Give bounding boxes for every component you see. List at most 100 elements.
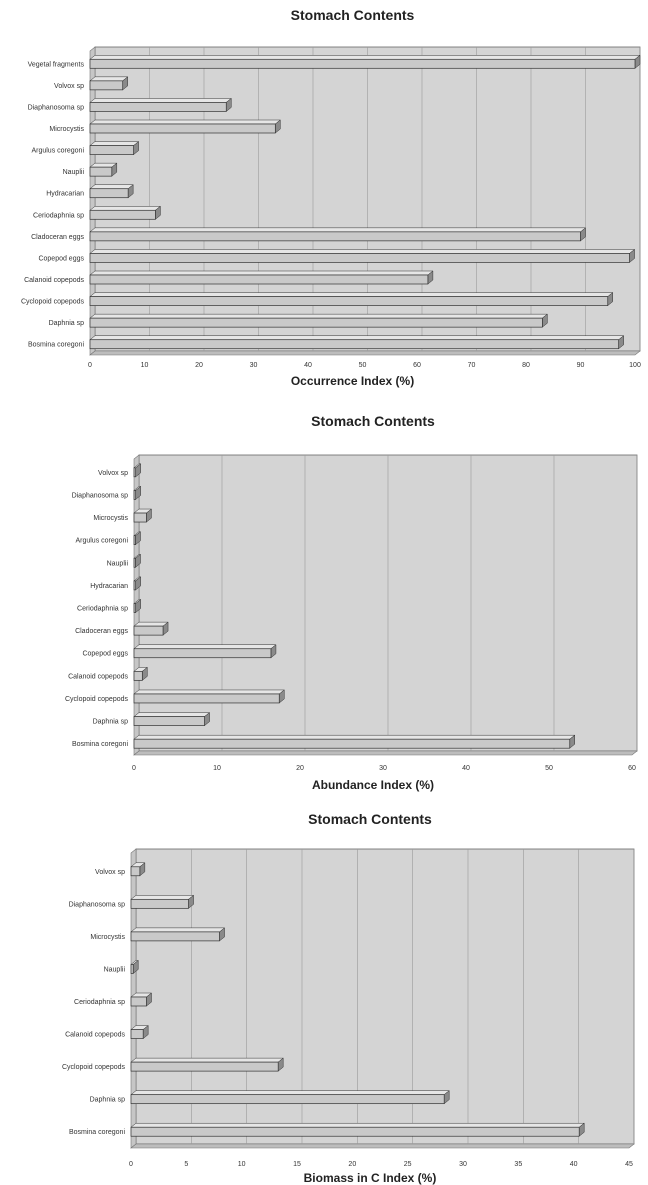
bar-front-face xyxy=(89,188,129,199)
chart-2: Stomach Contents 0 10 20 30 40 50 60 Abundance I… xyxy=(65,413,638,792)
bar-front-face xyxy=(130,964,134,974)
category-label: Copepod eggs xyxy=(82,651,128,658)
bar xyxy=(89,335,625,350)
bar xyxy=(89,54,641,69)
chart-3: Stomach Contents 0 5 10 15 20 25 30 35 40 45 Biomas… xyxy=(62,811,635,1185)
bar xyxy=(133,712,211,727)
bar-front-face xyxy=(130,1094,445,1105)
bar xyxy=(130,992,153,1007)
bar-front-face xyxy=(133,557,136,568)
bar-front-face xyxy=(130,866,141,877)
bar-top-face xyxy=(89,227,587,233)
bar-top-face xyxy=(89,313,549,319)
category-label: Nauplii xyxy=(107,560,129,567)
plot-left-wall xyxy=(89,46,96,356)
bar-top-face xyxy=(89,55,641,60)
x-tick-label: 0 xyxy=(129,1161,133,1168)
chart-title: Stomach Contents xyxy=(311,413,435,429)
x-axis-label: Abundance Index (%) xyxy=(312,778,434,792)
bar-front-face xyxy=(89,209,156,220)
bar xyxy=(133,485,142,500)
bar xyxy=(89,248,636,263)
bar xyxy=(130,894,195,909)
category-label: Cladoceran eggs xyxy=(75,628,128,635)
bar-front-face xyxy=(89,253,630,263)
chart-title: Stomach Contents xyxy=(308,811,432,827)
x-tick-label: 30 xyxy=(459,1161,467,1168)
category-label: Ceriodaphnia sp xyxy=(33,212,84,219)
bar xyxy=(133,734,576,749)
bar xyxy=(133,689,285,704)
bar-front-face xyxy=(130,996,147,1007)
bar-front-face xyxy=(89,145,134,155)
category-label: Microcystis xyxy=(49,126,84,133)
category-label: Bosmina coregoni xyxy=(72,741,128,748)
bar-front-face xyxy=(133,580,137,591)
bar xyxy=(130,1025,149,1040)
bar-front-face xyxy=(133,467,137,478)
bar-front-face xyxy=(89,102,227,112)
bar xyxy=(89,292,614,307)
bar xyxy=(89,97,232,112)
category-label: Cyclopoid copepods xyxy=(21,299,85,306)
bar xyxy=(89,141,140,156)
x-tick-label: 90 xyxy=(577,362,585,369)
bar-top-face xyxy=(89,141,140,146)
bar-top-face xyxy=(133,621,169,627)
bar xyxy=(133,621,169,636)
bar-top-face xyxy=(133,644,277,649)
bar-front-face xyxy=(133,625,164,636)
category-label: Volvox sp xyxy=(98,470,128,477)
bar xyxy=(133,598,142,614)
category-label: Bosmina coregoni xyxy=(28,342,84,349)
bar xyxy=(133,553,142,568)
bar-front-face xyxy=(130,1029,144,1039)
bar xyxy=(130,1122,585,1137)
bar xyxy=(133,576,142,591)
bar-front-face xyxy=(133,693,280,704)
bar-front-face xyxy=(130,898,189,909)
bar-front-face xyxy=(133,512,147,523)
bar-front-face xyxy=(133,670,143,681)
category-label: Nauplii xyxy=(104,966,126,973)
x-tick-label: 5 xyxy=(184,1161,188,1168)
bar-top-face xyxy=(133,712,211,717)
x-axis-label: Occurrence Index (%) xyxy=(291,374,414,388)
bar-front-face xyxy=(89,339,620,350)
bar-front-face xyxy=(89,231,581,242)
category-label: Bosmina coregoni xyxy=(69,1129,125,1136)
category-label: Ceriodaphnia sp xyxy=(77,606,128,613)
bar xyxy=(89,184,134,199)
x-tick-label: 0 xyxy=(132,765,136,772)
x-tick-label: 60 xyxy=(628,765,636,772)
bar-top-face xyxy=(130,1057,284,1063)
x-tick-label: 20 xyxy=(348,1161,356,1168)
bar-top-face xyxy=(89,98,232,103)
bar-front-face xyxy=(133,738,571,749)
category-label: Hydracarian xyxy=(46,191,84,198)
x-tick-label: 25 xyxy=(404,1161,412,1168)
x-tick-label: 15 xyxy=(293,1161,301,1168)
bar-top-face xyxy=(89,335,625,340)
x-tick-label: 40 xyxy=(304,362,312,369)
x-tick-label: 20 xyxy=(195,362,203,369)
bar xyxy=(133,666,149,681)
bar xyxy=(133,508,153,523)
x-tick-label: 20 xyxy=(296,765,304,772)
bar-front-face xyxy=(133,603,137,613)
category-label: Calanoid copepods xyxy=(24,277,84,284)
bar xyxy=(89,76,129,91)
x-tick-label: 40 xyxy=(462,765,470,772)
plot-floor xyxy=(130,1143,635,1149)
category-label: Hydracarian xyxy=(90,583,128,590)
bar xyxy=(133,644,277,659)
chart-title: Stomach Contents xyxy=(291,7,415,23)
category-label: Microcystis xyxy=(90,934,125,941)
bar-top-face xyxy=(130,1090,450,1095)
category-label: Calanoid copepods xyxy=(68,673,128,680)
bar xyxy=(130,1057,284,1072)
bar-top-face xyxy=(130,895,195,900)
bar-front-face xyxy=(89,123,276,134)
bar xyxy=(89,162,118,177)
